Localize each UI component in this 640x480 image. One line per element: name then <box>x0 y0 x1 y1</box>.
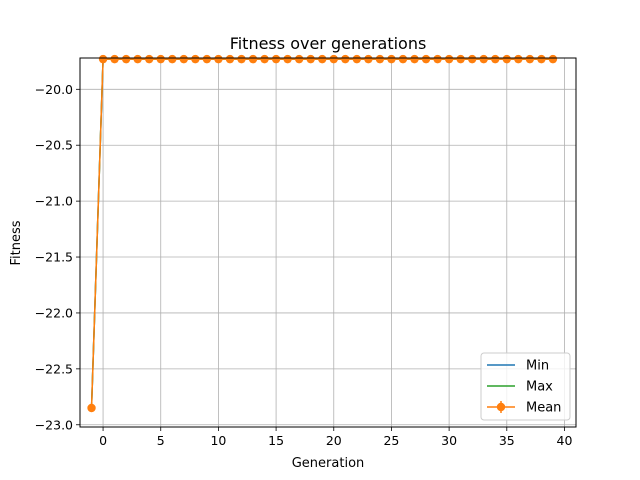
data-point-mean <box>456 54 465 64</box>
legend-min-label: Min <box>526 359 549 374</box>
data-point-mean <box>260 54 269 64</box>
data-point-mean <box>398 54 408 64</box>
data-point-mean <box>433 54 442 64</box>
legend-max-label: Max <box>526 380 553 395</box>
data-point-mean <box>410 54 419 64</box>
legend: Min Max Mean <box>480 352 571 421</box>
data-point-mean <box>306 54 315 64</box>
data-point-mean <box>179 54 189 64</box>
legend-box <box>480 352 571 421</box>
data-point-mean <box>98 54 108 64</box>
x-tick-label: 30 <box>441 433 457 448</box>
data-point-mean <box>121 54 131 64</box>
data-point-mean <box>364 54 373 64</box>
data-point-mean <box>87 403 96 413</box>
data-point-mean <box>525 54 535 64</box>
data-point-mean <box>202 54 212 64</box>
y-tick-label: −21.0 <box>35 194 73 209</box>
x-axis-ticks: 0 5 10 15 20 25 30 35 40 <box>99 427 572 448</box>
data-point-mean <box>341 54 350 64</box>
y-tick-label: −23.0 <box>35 417 73 432</box>
data-point-mean <box>329 54 338 64</box>
data-point-mean <box>294 54 304 64</box>
data-point-mean <box>467 54 477 64</box>
data-point-mean <box>352 54 362 64</box>
data-point-mean <box>110 54 119 64</box>
x-tick-label: 15 <box>268 433 284 448</box>
data-point-mean <box>133 54 142 64</box>
data-point-mean <box>502 54 511 64</box>
data-point-mean <box>248 54 258 64</box>
y-tick-label: −20.5 <box>35 138 73 153</box>
x-tick-label: 25 <box>383 433 399 448</box>
data-point-mean <box>271 54 281 64</box>
legend-mean-label: Mean <box>526 401 561 416</box>
legend-mean-marker <box>496 402 506 412</box>
data-point-mean <box>514 54 523 64</box>
data-point-mean <box>145 54 154 64</box>
data-point-mean <box>421 54 431 64</box>
data-point-mean <box>191 54 200 64</box>
chart-title: Fitness over generations <box>230 34 427 53</box>
data-point-mean <box>283 54 292 64</box>
y-tick-label: −20.0 <box>35 82 73 97</box>
plot-series <box>87 54 558 413</box>
y-axis-label: Fitness <box>9 220 24 265</box>
data-point-mean <box>548 54 558 64</box>
data-point-mean <box>318 54 327 64</box>
y-tick-label: −22.0 <box>35 305 73 320</box>
data-point-mean <box>237 54 246 64</box>
data-point-mean <box>491 54 500 64</box>
data-point-mean <box>214 54 223 64</box>
x-tick-label: 0 <box>99 433 107 448</box>
data-point-mean <box>225 54 235 64</box>
data-point-mean <box>479 54 488 64</box>
plot-frame <box>79 57 577 428</box>
data-point-mean <box>375 54 385 64</box>
data-point-mean <box>444 54 454 64</box>
y-tick-label: −22.5 <box>35 361 73 376</box>
x-tick-label: 40 <box>557 433 573 448</box>
y-tick-label: −21.5 <box>35 250 73 265</box>
x-axis-label: Generation <box>292 456 365 471</box>
data-point-mean <box>168 54 177 64</box>
x-tick-label: 35 <box>499 433 515 448</box>
data-point-mean <box>537 54 546 64</box>
data-point-mean <box>156 54 165 64</box>
x-tick-label: 5 <box>157 433 165 448</box>
data-point-mean <box>387 54 396 64</box>
y-axis-ticks: −23.0 −22.5 −22.0 −21.5 −21.0 −20.5 −20.0 <box>35 82 80 432</box>
x-tick-label: 10 <box>210 433 226 448</box>
x-tick-label: 20 <box>326 433 342 448</box>
